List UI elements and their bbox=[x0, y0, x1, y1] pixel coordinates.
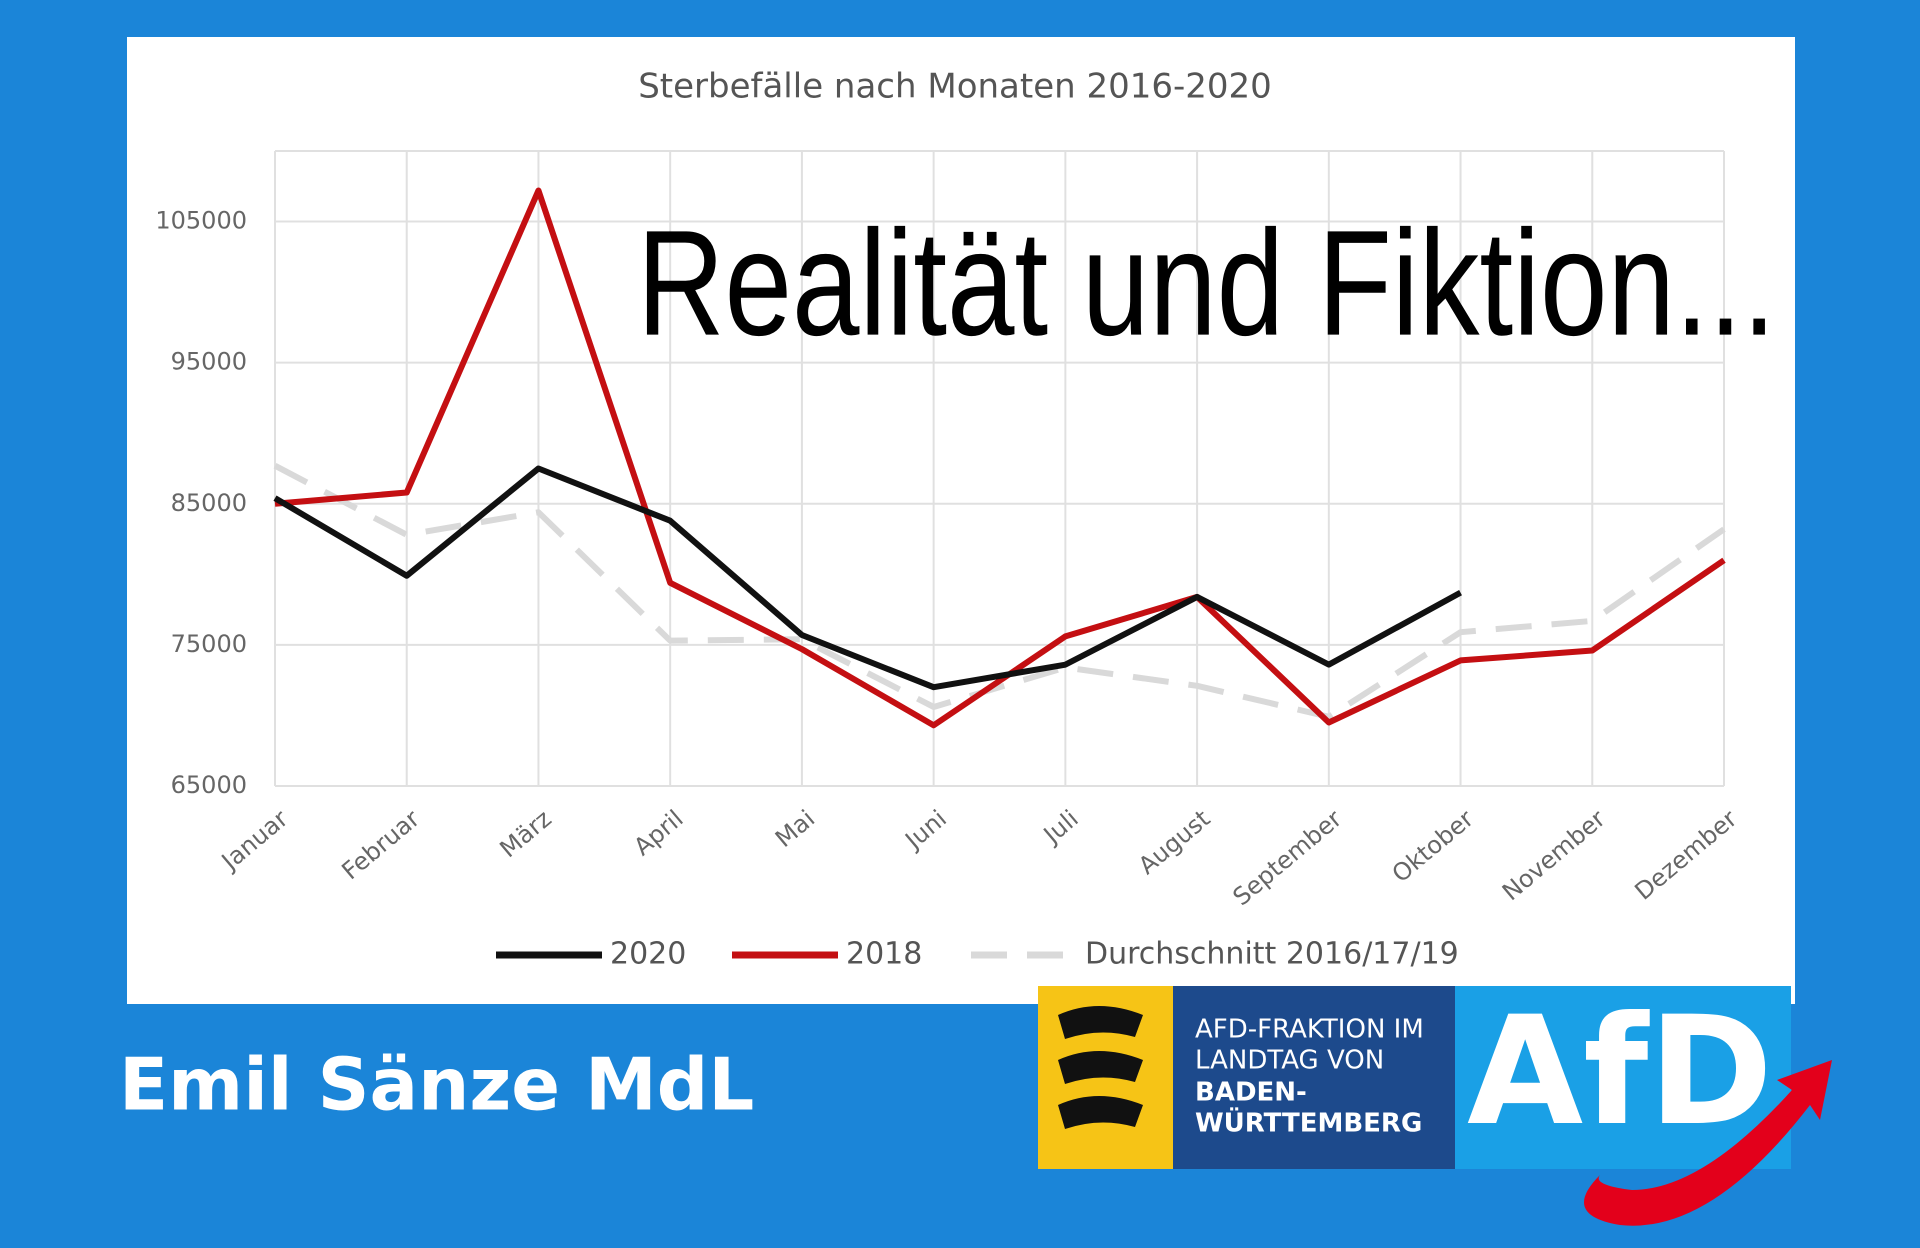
y-tick-label: 85000 bbox=[171, 489, 247, 517]
chart-panel bbox=[127, 37, 1795, 1004]
legend-label: 2018 bbox=[846, 937, 922, 972]
logo-brand: AfD bbox=[1467, 985, 1773, 1159]
y-tick-label: 65000 bbox=[171, 771, 247, 799]
y-tick-label: 95000 bbox=[171, 348, 247, 376]
logo-line: LANDTAG VON bbox=[1195, 1046, 1384, 1076]
logo-line: WÜRTTEMBERG bbox=[1195, 1106, 1422, 1139]
overlay-headline: Realität und Fiktion... bbox=[637, 199, 1776, 367]
logo-lions bbox=[1058, 1006, 1143, 1129]
y-tick-label: 105000 bbox=[155, 207, 247, 235]
series-line bbox=[274, 187, 1726, 729]
logo-line: AFD-FRAKTION IM bbox=[1195, 1015, 1424, 1045]
logo-line: BADEN- bbox=[1195, 1078, 1307, 1108]
legend-label: 2020 bbox=[610, 937, 686, 972]
footer-name: Emil Sänze MdL bbox=[119, 1043, 754, 1127]
chart-title: Sterbefälle nach Monaten 2016-2020 bbox=[638, 67, 1272, 107]
series-line bbox=[273, 463, 1726, 720]
logo: AFD-FRAKTION IM LANDTAG VON BADEN- WÜRTT… bbox=[1038, 985, 1832, 1226]
logo-lightblue bbox=[1455, 986, 1791, 1169]
logo-arrow bbox=[1584, 1060, 1832, 1226]
series-line bbox=[273, 465, 1462, 691]
legend-label: Durchschnitt 2016/17/19 bbox=[1085, 937, 1459, 972]
logo-darkblue bbox=[1173, 986, 1455, 1169]
y-tick-label: 75000 bbox=[171, 630, 247, 658]
